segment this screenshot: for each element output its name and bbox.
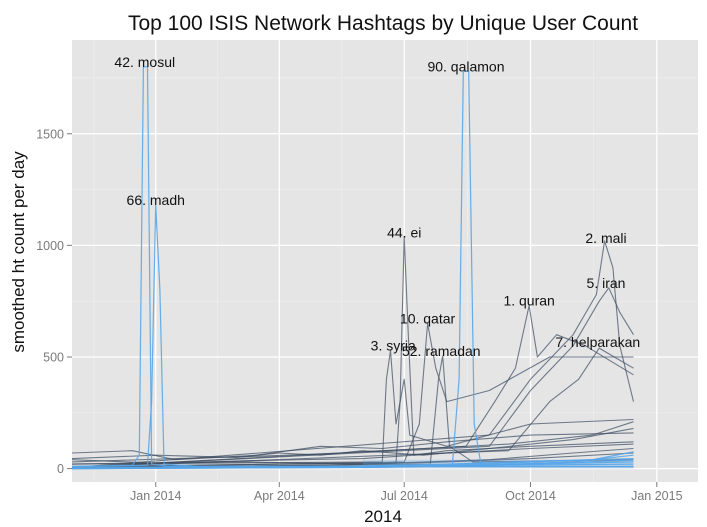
annotation-label: 66. madh: [127, 192, 185, 208]
y-tick-label: 1000: [36, 239, 64, 253]
annotation-label: 1. quran: [503, 293, 554, 309]
y-tick-label: 1500: [36, 127, 64, 141]
annotation-label: 44. ei: [387, 225, 421, 241]
x-tick-label: Jul 2014: [381, 489, 428, 503]
x-tick-label: Oct 2014: [505, 489, 556, 503]
annotation-label: 5. iran: [587, 275, 626, 291]
annotation-label: 42. mosul: [114, 54, 175, 70]
x-tick-label: Apr 2014: [254, 489, 305, 503]
y-axis-title: smoothed ht count per day: [9, 151, 28, 353]
annotation-label: 7. helparakan: [555, 334, 640, 350]
annotation-label: 2. mali: [585, 230, 626, 246]
annotation-label: 52. ramadan: [402, 343, 481, 359]
x-tick-label: Jan 2014: [130, 489, 181, 503]
x-tick-label: Jan 2015: [631, 489, 682, 503]
annotation-label: 90. qalamon: [427, 58, 504, 74]
y-tick-label: 500: [43, 350, 64, 364]
low-count-band: [363, 460, 633, 469]
y-tick-label: 0: [57, 462, 64, 476]
x-axis-title: 2014: [364, 507, 402, 526]
chart-title: Top 100 ISIS Network Hashtags by Unique …: [128, 12, 638, 35]
annotation-label: 10. qatar: [400, 311, 456, 327]
